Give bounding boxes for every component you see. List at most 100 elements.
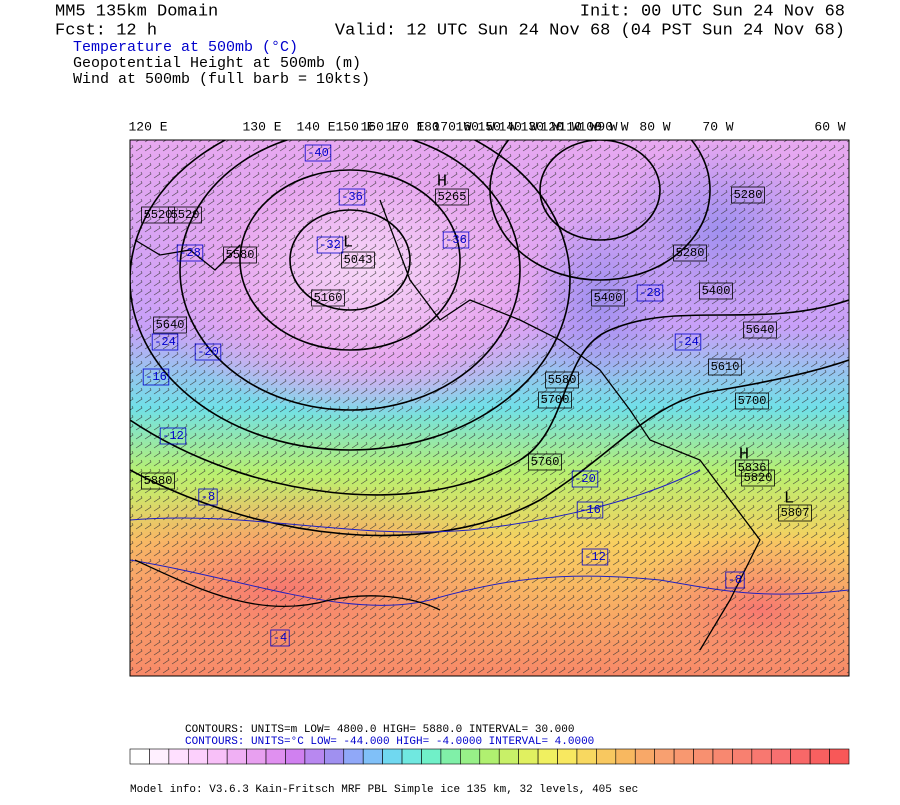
temperature-label: -36: [341, 190, 363, 204]
height-contour-info: CONTOURS: UNITS=m LOW= 4800.0 HIGH= 5880…: [185, 724, 574, 736]
colorbar-swatch: [479, 748, 500, 765]
colorbar-swatch: [557, 748, 578, 765]
height-label: 5640: [156, 318, 185, 332]
temperature-label-box: [159, 427, 187, 445]
temperature-label: -24: [677, 335, 699, 349]
colorbar-swatch: [285, 748, 306, 765]
longitude-label: 160 E: [360, 119, 399, 134]
map-field: [130, 140, 849, 676]
colorbar-swatch: [673, 748, 694, 765]
colorbar-swatch: [770, 748, 792, 765]
colorbar-swatch: [440, 748, 461, 765]
height-label-box: [741, 469, 775, 487]
longitude-label: 70 W: [702, 119, 733, 134]
pressure-center: H: [437, 172, 447, 191]
colorbar-swatch: [654, 748, 675, 765]
temperature-contour-info: CONTOURS: UNITS=°C LOW= -44.000 HIGH= -4…: [185, 736, 594, 748]
colorbar-swatch: [732, 748, 753, 765]
colorbar-swatch: [187, 748, 209, 765]
height-label: 5640: [746, 323, 775, 337]
colorbar-swatch: [615, 748, 636, 765]
colorbar-swatch: [809, 748, 830, 765]
pressure-center: H: [739, 445, 749, 464]
height-label-box: [743, 321, 777, 339]
temperature-label-box: [151, 333, 179, 351]
colorbar-swatch: [168, 748, 189, 765]
temperature-label: -24: [154, 335, 176, 349]
height-label: 5400: [702, 284, 731, 298]
temperature-label: -16: [579, 503, 601, 517]
colorbar-swatch: [265, 748, 286, 765]
height-label-box: [311, 289, 345, 307]
temperature-label: -28: [179, 246, 201, 260]
longitude-label: 170 E: [385, 119, 424, 134]
longitude-label: 80 W: [639, 119, 670, 134]
temperature-label: -28: [639, 286, 661, 300]
temperature-label: -8: [201, 490, 215, 504]
colorbar-swatch: [304, 748, 325, 765]
temperature-label-box: [194, 343, 222, 361]
longitude-label: 90 W: [597, 119, 628, 134]
height-label-box: [545, 371, 579, 389]
colorbar-swatch: [518, 748, 539, 765]
model-info: Model info: V3.6.3 Kain-Fritsch MRF PBL …: [130, 784, 638, 796]
height-label: 5160: [314, 291, 343, 305]
height-label: 5280: [676, 246, 705, 260]
temperature-label: -12: [162, 429, 184, 443]
height-label-box: [731, 186, 765, 204]
longitude-label: 100 W: [578, 119, 617, 134]
temperature-label: -40: [307, 146, 329, 160]
colorbar-swatch: [149, 748, 170, 765]
longitude-label: 120 W: [540, 119, 579, 134]
temperature-label-box: [725, 571, 745, 589]
temperature-label: -16: [145, 370, 167, 384]
longitude-label: 130 W: [520, 119, 559, 134]
temperature-label-box: [674, 333, 702, 351]
colorbar-swatch: [693, 748, 714, 765]
temperature-label-box: [198, 488, 218, 506]
colorbar-swatch: [362, 748, 383, 765]
height-label: 5520: [144, 208, 173, 222]
height-label: 5280: [734, 188, 763, 202]
height-label-box: [538, 391, 572, 409]
height-label: 5700: [541, 393, 570, 407]
temperature-label-box: [304, 144, 332, 162]
temperature-label-box: [571, 470, 599, 488]
temperature-label: -20: [574, 472, 596, 486]
temperature-label: -20: [197, 345, 219, 359]
colorbar-swatch: [246, 748, 267, 765]
temperature-label: -8: [728, 573, 742, 587]
colorbar-swatch: [401, 748, 422, 765]
height-label-box: [735, 459, 769, 477]
height-label-box: [778, 504, 812, 522]
temperature-label-box: [576, 501, 604, 519]
longitude-label: 160 W: [455, 119, 494, 134]
colorbar-swatch: [343, 748, 364, 765]
colorbar-swatch: [421, 748, 442, 765]
height-label-box: [735, 392, 769, 410]
temperature-label-box: [176, 244, 204, 262]
colorbar-swatch: [712, 748, 733, 765]
height-label-box: [223, 246, 257, 264]
colorbar-swatch: [634, 748, 655, 765]
init-time: Init: 00 UTC Sun 24 Nov 68: [580, 2, 845, 21]
longitude-label: 60 W: [814, 119, 845, 134]
domain-title: MM5 135km Domain: [55, 2, 218, 21]
colorbar-swatch: [498, 748, 519, 765]
longitude-label: 110 W: [558, 119, 597, 134]
temperature-label-box: [636, 284, 664, 302]
height-label-box: [528, 453, 562, 471]
colorbar-swatch: [537, 748, 558, 765]
height-label: 5880: [144, 474, 173, 488]
colorbar-swatch: [207, 748, 228, 765]
height-label-box: [699, 282, 733, 300]
height-label: 5807: [781, 506, 810, 520]
height-label: 5700: [738, 394, 767, 408]
colorbar-swatch: [460, 748, 481, 765]
temperature-label-box: [316, 236, 344, 254]
temperature-label: -32: [319, 238, 341, 252]
longitude-label: 130 E: [242, 119, 281, 134]
field-title: Geopotential Height at 500mb (m): [73, 55, 361, 72]
longitude-label: 150 W: [477, 119, 516, 134]
